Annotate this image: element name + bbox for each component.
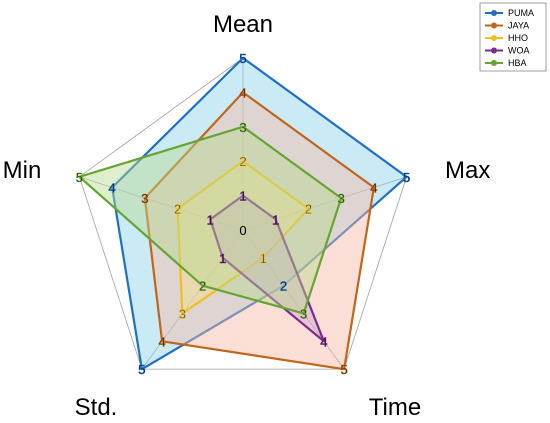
point-label-woa: 4 <box>320 334 327 349</box>
legend-marker-hho <box>491 35 497 41</box>
point-label-jaya: 5 <box>340 362 347 377</box>
point-label-jaya: 4 <box>239 85 246 100</box>
point-label-hba: 3 <box>338 191 345 206</box>
legend-label-jaya: JAYA <box>508 21 529 31</box>
point-label-woa: 1 <box>239 189 246 204</box>
legend-label-puma: PUMA <box>508 8 534 18</box>
point-label-puma: 5 <box>138 362 145 377</box>
point-label-hba: 5 <box>76 170 83 185</box>
point-label-hba: 3 <box>239 120 246 135</box>
series-polygon-hho <box>176 160 310 315</box>
point-label-hho: 1 <box>260 251 267 266</box>
axis-title-min: Min <box>3 157 42 184</box>
point-label-jaya: 4 <box>159 334 166 349</box>
grid-spoke <box>242 229 345 370</box>
legend: PUMA JAYA HHO WOA HBA <box>479 2 547 72</box>
point-label-hho: 2 <box>305 202 312 217</box>
grid-spoke <box>141 229 244 370</box>
series-polygons <box>78 56 408 371</box>
grid-spoke <box>79 176 244 231</box>
point-label-hho: 2 <box>174 202 181 217</box>
grid-spoke <box>242 176 407 231</box>
point-label-woa: 1 <box>219 251 226 266</box>
legend-label-hba: HBA <box>508 58 527 68</box>
point-label-jaya: 3 <box>141 191 148 206</box>
series-polygon-woa <box>209 194 325 343</box>
axis-titles: Mean Max Time Std. Min <box>3 11 491 421</box>
legend-label-hho: HHO <box>508 33 528 43</box>
series-polygon-hba <box>78 125 343 315</box>
series-polygon-puma <box>111 56 408 371</box>
legend-marker-hba <box>491 60 497 66</box>
point-label-hho: 3 <box>179 306 186 321</box>
legend-marker-puma <box>491 10 497 16</box>
point-label-hho: 2 <box>239 154 246 169</box>
point-label-woa: 1 <box>272 212 279 227</box>
point-label-puma: 5 <box>239 51 246 66</box>
legend-marker-woa <box>491 47 497 54</box>
center-tick: 0 <box>239 223 246 238</box>
point-label-jaya: 4 <box>370 180 377 195</box>
legend-label-woa: WOA <box>508 46 530 56</box>
point-label-hba: 3 <box>300 306 307 321</box>
axis-title-mean: Mean <box>213 11 273 38</box>
point-label-puma: 4 <box>109 180 116 195</box>
axis-title-max: Max <box>445 157 490 184</box>
legend-marker-jaya <box>491 22 497 29</box>
axis-title-time: Time <box>369 394 421 421</box>
radar-grid <box>78 57 408 370</box>
point-label-hba: 2 <box>199 279 206 294</box>
axis-title-std: Std. <box>75 394 118 421</box>
point-label-puma: 5 <box>403 170 410 185</box>
tick-label-zero: 0 <box>239 223 246 238</box>
point-label-puma: 2 <box>280 279 287 294</box>
point-label-woa: 1 <box>207 212 214 227</box>
